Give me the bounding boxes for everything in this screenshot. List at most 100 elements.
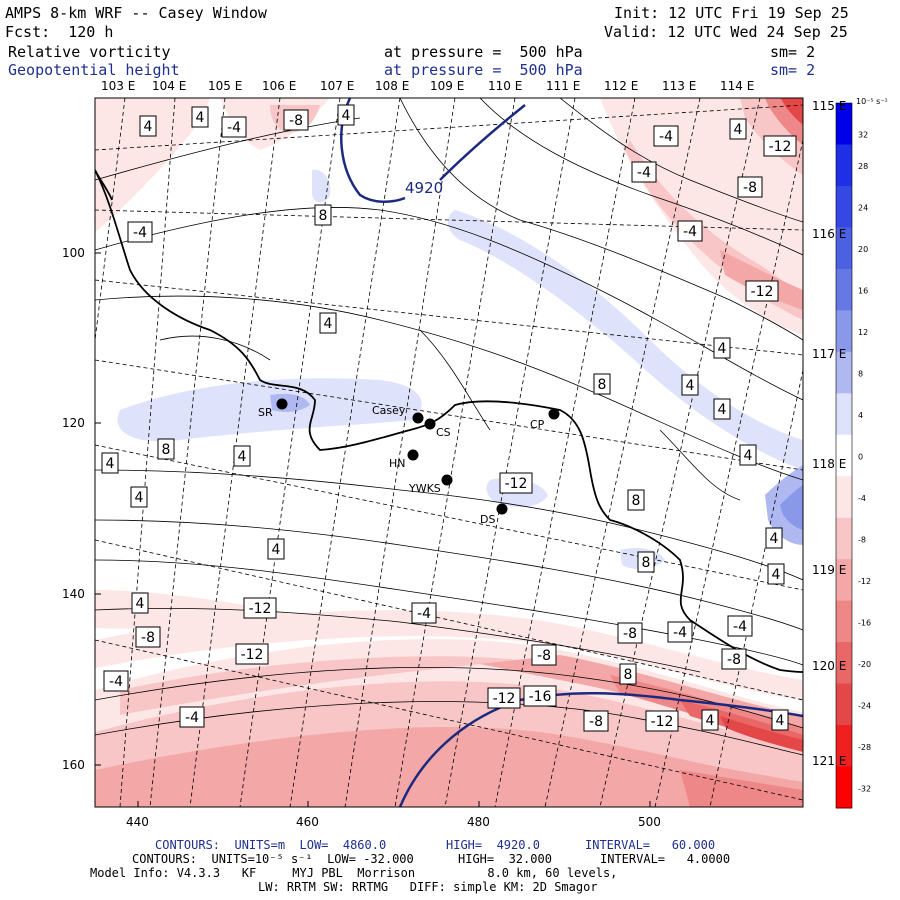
vorticity-label: -12 (235, 643, 269, 665)
colorbar-tick: 4 (858, 411, 863, 420)
coastline (95, 169, 803, 673)
lon-label: 111 E (546, 79, 580, 93)
vorticity-label: 4 (267, 538, 285, 560)
vorticity-label: -4 (631, 161, 657, 183)
colorbar-swatch (836, 642, 852, 685)
vorticity-label: -4 (411, 602, 437, 624)
svg-text:4: 4 (272, 542, 281, 558)
lon-label: 107 E (320, 79, 354, 93)
vorticity-label: -12 (645, 710, 679, 732)
svg-text:4: 4 (144, 119, 153, 135)
y-tick-label: 100 (62, 246, 85, 260)
svg-text:-8: -8 (743, 180, 757, 196)
station-sr: SR (258, 398, 288, 419)
svg-text:-4: -4 (683, 224, 697, 240)
svg-text:4: 4 (135, 490, 144, 506)
coastline-west (95, 169, 113, 201)
field1-name: Relative vorticity (8, 43, 171, 61)
colorbar-tick: 20 (858, 245, 868, 254)
lon-label: 110 E (488, 79, 522, 93)
svg-text:4: 4 (324, 316, 333, 332)
lon-label: 106 E (262, 79, 296, 93)
footer-vorticity-contours: CONTOURS: UNITS=10⁻⁵ s⁻¹ LOW= -32.000 (132, 852, 414, 866)
x-tick-label: 480 (467, 815, 490, 829)
vorticity-label: -8 (737, 176, 763, 198)
vorticity-label: 4 (337, 104, 355, 126)
svg-text:4: 4 (770, 531, 779, 547)
lat-label: 119 E (812, 563, 846, 577)
lon-label: 104 E (152, 79, 186, 93)
svg-text:4: 4 (776, 713, 785, 729)
svg-text:4: 4 (706, 713, 715, 729)
vorticity-label: 8 (314, 204, 332, 226)
x-tick-label: 500 (638, 815, 661, 829)
lat-label: 117 E (812, 347, 846, 361)
colorbar-tick: -16 (858, 618, 871, 627)
svg-text:-8: -8 (727, 652, 741, 668)
svg-text:-4: -4 (659, 129, 673, 145)
vorticity-label: 8 (627, 489, 645, 511)
footer-height-interval: INTERVAL= 60.000 (585, 838, 716, 852)
colorbar-tick: 24 (858, 204, 868, 213)
svg-text:-4: -4 (133, 225, 147, 241)
svg-text:4: 4 (136, 596, 145, 612)
svg-text:8: 8 (598, 377, 607, 393)
svg-text:-4: -4 (417, 606, 431, 622)
vorticity-label: -12 (745, 280, 779, 302)
svg-text:-4: -4 (733, 619, 747, 635)
vorticity-label: 4 (319, 312, 337, 334)
svg-text:4: 4 (772, 567, 781, 583)
svg-text:-12: -12 (505, 476, 528, 492)
colorbar-swatch (836, 600, 852, 643)
svg-text:Casey: Casey (372, 404, 406, 417)
vorticity-label: -12 (499, 472, 533, 494)
vorticity-label: 8 (619, 663, 637, 685)
vorticity-label: -4 (653, 125, 679, 147)
vorticity-label: 4 (130, 486, 148, 508)
svg-text:-16: -16 (529, 689, 552, 705)
vorticity-label: -8 (721, 648, 747, 670)
svg-text:-4: -4 (673, 625, 687, 641)
vorticity-label: -4 (667, 621, 693, 643)
map-title: AMPS 8-km WRF -- Casey Window (5, 4, 267, 22)
colorbar-swatch (836, 144, 852, 187)
colorbar-swatch (836, 725, 852, 768)
svg-text:4: 4 (106, 456, 115, 472)
vorticity-label: -12 (243, 597, 277, 619)
svg-text:-4: -4 (185, 710, 199, 726)
lat-label: 115 E (812, 99, 846, 113)
footer-physics-info: LW: RRTM SW: RRTMG DIFF: simple KM: 2D S… (258, 880, 598, 894)
svg-text:-8: -8 (537, 648, 551, 664)
colorbar-swatch (836, 517, 852, 560)
vorticity-label: 4 (765, 527, 783, 549)
vorticity-label: 4 (713, 398, 731, 420)
colorbar-swatch (836, 310, 852, 353)
svg-text:8: 8 (319, 208, 328, 224)
vorticity-label: -8 (583, 710, 609, 732)
svg-text:YWKS: YWKS (408, 482, 441, 495)
colorbar-swatch (836, 434, 852, 477)
colorbar-tick: 8 (858, 370, 863, 379)
vorticity-label: 4 (233, 445, 251, 467)
svg-text:8: 8 (642, 555, 651, 571)
vorticity-label: -8 (135, 626, 161, 648)
colorbar-tick: 28 (858, 162, 868, 171)
colorbar-tick: 0 (858, 453, 863, 462)
svg-text:4: 4 (238, 449, 247, 465)
svg-text:-4: -4 (227, 120, 241, 136)
svg-text:-12: -12 (751, 284, 774, 300)
field1-level: at pressure = 500 hPa (384, 43, 583, 61)
vorticity-labels: 4 4 -4 -8 4 -4 -4 -12 -4 4 8 -4 -8 -12 4 4 8 4 4 4 8 4 4 4 -12 8 4… (101, 104, 797, 732)
svg-text:8: 8 (162, 442, 171, 458)
plot-frame (94, 97, 804, 808)
station-ds: DS (480, 503, 508, 526)
vorticity-label: 4 (713, 337, 731, 359)
lat-label: 118 E (812, 457, 846, 471)
lon-label: 113 E (662, 79, 696, 93)
colorbar-swatch (836, 559, 852, 602)
lon-label: 112 E (604, 79, 638, 93)
vorticity-label: -12 (487, 687, 521, 709)
colorbar-swatch (836, 185, 852, 228)
field2-level: at pressure = 500 hPa (384, 61, 583, 79)
svg-text:-8: -8 (623, 626, 637, 642)
